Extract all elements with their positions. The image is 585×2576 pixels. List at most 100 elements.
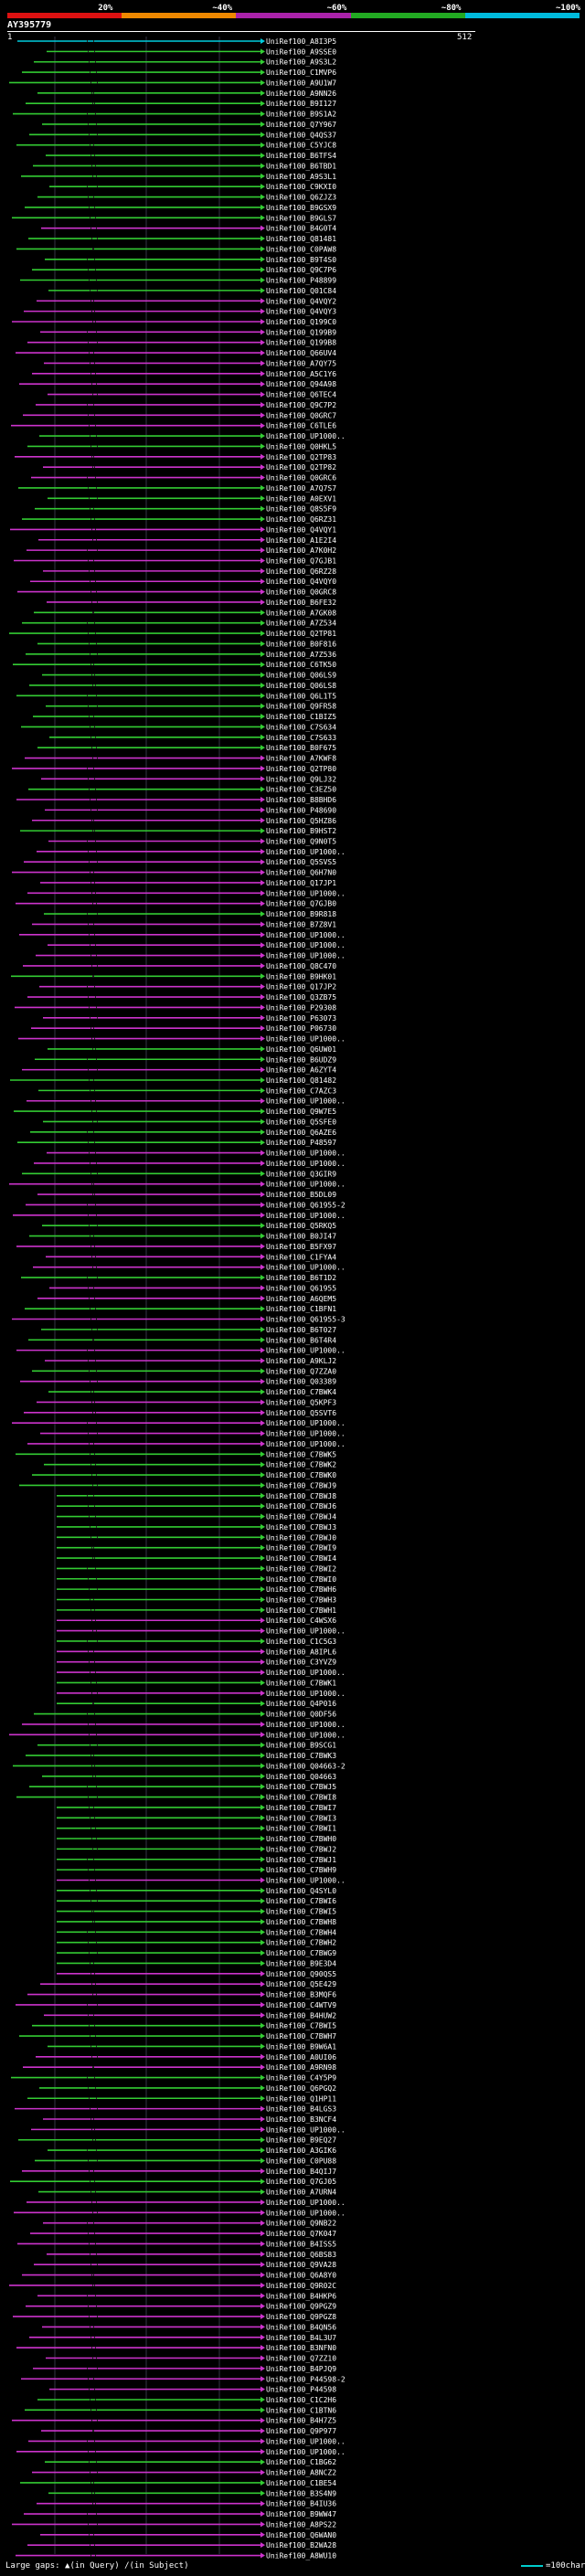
alignment-row[interactable]: UniRef100_Q5RKQ5 [42, 1222, 336, 1230]
alignment-row[interactable]: UniRef100_Q199B9 [40, 328, 336, 336]
alignment-row[interactable]: UniRef100_B6T1D2 [21, 1274, 336, 1282]
hit-label[interactable]: UniRef100_C7BWH3 [266, 1596, 336, 1605]
hit-label[interactable]: UniRef100_A9NN26 [266, 90, 336, 98]
hit-label[interactable]: UniRef100_B0JI47 [266, 1233, 336, 1241]
alignment-row[interactable]: UniRef100_UP1000.. [33, 1264, 346, 1272]
hit-label[interactable]: UniRef100_Q6UW01 [266, 1045, 336, 1054]
alignment-row[interactable]: UniRef100_B9GLS7 [12, 214, 336, 222]
alignment-row[interactable]: UniRef100_Q6UW01 [48, 1045, 336, 1054]
hit-label[interactable]: UniRef100_A9S3L2 [266, 58, 336, 67]
alignment-row[interactable]: UniRef100_B3NFN0 [16, 2344, 336, 2352]
hit-label[interactable]: UniRef100_UP1000.. [266, 2199, 346, 2207]
alignment-row[interactable]: UniRef100_B4LGS3 [15, 2105, 336, 2114]
hit-label[interactable]: UniRef100_C7BWK1 [266, 1679, 336, 1687]
hit-label[interactable]: UniRef100_Q6RZ28 [266, 567, 336, 576]
alignment-row[interactable]: UniRef100_C7BWH7 [19, 2032, 336, 2041]
alignment-row[interactable]: UniRef100_B9E3D4 [57, 1959, 336, 1967]
hit-label[interactable]: UniRef100_C7BWJ2 [266, 1845, 336, 1853]
hit-label[interactable]: UniRef100_B9HK01 [266, 972, 336, 981]
alignment-row[interactable]: UniRef100_Q3ZB75 [27, 993, 336, 1002]
hit-label[interactable]: UniRef100_A8WU10 [266, 2552, 336, 2560]
alignment-row[interactable]: UniRef100_B6FE32 [47, 599, 336, 607]
hit-label[interactable]: UniRef100_UP1000.. [266, 941, 346, 949]
hit-label[interactable]: UniRef100_Q9R02C [266, 2282, 336, 2290]
hit-label[interactable]: UniRef100_Q7GJB0 [266, 900, 336, 908]
alignment-row[interactable]: UniRef100_A7QY75 [44, 359, 336, 367]
alignment-row[interactable]: UniRef100_Q6H7N0 [12, 869, 336, 877]
hit-label[interactable]: UniRef100_B9WW47 [266, 2510, 336, 2518]
hit-label[interactable]: UniRef100_B3NFN0 [266, 2344, 336, 2352]
hit-label[interactable]: UniRef100_Q5SVT6 [266, 1409, 336, 1417]
alignment-row[interactable]: UniRef100_C1BE54 [20, 2479, 336, 2487]
hit-label[interactable]: UniRef100_Q9PGZ8 [266, 2313, 336, 2321]
alignment-row[interactable]: UniRef100_Q9W7E5 [14, 1108, 336, 1116]
alignment-row[interactable]: UniRef100_C4Y5P9 [11, 2074, 336, 2083]
hit-label[interactable]: UniRef100_C3YVZ9 [266, 1659, 336, 1667]
alignment-row[interactable]: UniRef100_Q4VQY2 [37, 297, 336, 305]
alignment-row[interactable]: UniRef100_C4WTV9 [16, 2001, 336, 2009]
hit-label[interactable]: UniRef100_Q5KPF3 [266, 1398, 336, 1406]
alignment-row[interactable]: UniRef100_Q61955-3 [12, 1316, 346, 1324]
hit-label[interactable]: UniRef100_Q66UV4 [266, 349, 336, 357]
hit-label[interactable]: UniRef100_C1MVP6 [266, 69, 336, 77]
alignment-row[interactable]: UniRef100_Q01C84 [48, 287, 336, 295]
hit-label[interactable]: UniRef100_UP1000.. [266, 1690, 346, 1698]
hit-label[interactable]: UniRef100_Q4SYL0 [266, 1887, 336, 1895]
hit-label[interactable]: UniRef100_Q9C7P2 [266, 401, 336, 409]
alignment-row[interactable]: UniRef100_Q90QS5 [57, 1970, 336, 1978]
hit-label[interactable]: UniRef100_A3GIK6 [266, 2147, 336, 2155]
hit-label[interactable]: UniRef100_Q7ZZA0 [266, 1367, 336, 1375]
alignment-row[interactable]: UniRef100_Q6A8Y0 [22, 2272, 336, 2280]
alignment-row[interactable]: UniRef100_C1MVP6 [22, 69, 336, 77]
alignment-row[interactable]: UniRef100_Q61955-2 [26, 1201, 346, 1209]
alignment-row[interactable]: UniRef100_UP1000.. [19, 931, 346, 939]
alignment-row[interactable]: UniRef100_B9WW47 [24, 2510, 336, 2518]
hit-label[interactable]: UniRef100_C7BWH7 [266, 2032, 336, 2041]
hit-label[interactable]: UniRef100_C4WTV9 [266, 2001, 336, 2009]
alignment-row[interactable]: UniRef100_A8PS22 [12, 2520, 336, 2528]
alignment-row[interactable]: UniRef100_Q6BS83 [47, 2251, 336, 2259]
hit-label[interactable]: UniRef100_Q9VA28 [266, 2261, 336, 2269]
hit-label[interactable]: UniRef100_Q6WAN0 [266, 2531, 336, 2539]
alignment-row[interactable]: UniRef100_C7BWH1 [57, 1606, 336, 1615]
hit-label[interactable]: UniRef100_Q5RKQ5 [266, 1222, 336, 1230]
alignment-row[interactable]: UniRef100_UP1000.. [39, 432, 346, 440]
alignment-row[interactable]: UniRef100_Q9R02C [9, 2282, 336, 2290]
alignment-row[interactable]: UniRef100_C7BWJ1 [57, 1856, 336, 1864]
hit-label[interactable]: UniRef100_Q06LS9 [266, 672, 336, 680]
hit-label[interactable]: UniRef100_C7BWI0 [266, 1575, 336, 1584]
hit-label[interactable]: UniRef100_C7BWK4 [266, 1388, 336, 1396]
alignment-row[interactable]: UniRef100_Q0HKL5 [27, 442, 336, 451]
hit-label[interactable]: UniRef100_B7Z8V1 [266, 920, 336, 928]
hit-label[interactable]: UniRef100_C7BWH2 [266, 1939, 336, 1947]
hit-label[interactable]: UniRef100_Q94A98 [266, 380, 336, 388]
hit-label[interactable]: UniRef100_Q5SVS5 [266, 858, 336, 866]
alignment-row[interactable]: UniRef100_C7BWI6 [57, 1897, 336, 1905]
alignment-row[interactable]: UniRef100_A0UI06 [36, 2053, 336, 2062]
alignment-row[interactable]: UniRef100_Q9P977 [41, 2427, 336, 2435]
alignment-row[interactable]: UniRef100_B3S4N9 [48, 2489, 336, 2497]
hit-label[interactable]: UniRef100_B4QIJ7 [266, 2168, 336, 2176]
alignment-row[interactable]: UniRef100_Q9LJ32 [41, 775, 336, 783]
hit-label[interactable]: UniRef100_C7BWI5 [266, 2022, 336, 2030]
hit-label[interactable]: UniRef100_Q199B8 [266, 339, 336, 347]
hit-label[interactable]: UniRef100_C7BWI9 [266, 1544, 336, 1553]
alignment-row[interactable]: UniRef100_Q0GRC8 [17, 588, 336, 597]
alignment-row[interactable]: UniRef100_A9U1W7 [9, 79, 336, 87]
alignment-row[interactable]: UniRef100_C7BWK4 [48, 1388, 336, 1396]
hit-label[interactable]: UniRef100_C7BWJ3 [266, 1523, 336, 1532]
hit-label[interactable]: UniRef100_Q17JP2 [266, 983, 336, 991]
alignment-row[interactable]: UniRef100_C7BWI9 [57, 1544, 336, 1553]
alignment-row[interactable]: UniRef100_B3MQF6 [27, 1991, 336, 1999]
alignment-row[interactable]: UniRef100_UP1000.. [27, 1097, 346, 1106]
hit-label[interactable]: UniRef100_A9U1W7 [266, 79, 336, 87]
hit-label[interactable]: UniRef100_Q9C7P6 [266, 266, 336, 274]
alignment-row[interactable]: UniRef100_P48597 [17, 1139, 336, 1147]
alignment-row[interactable]: UniRef100_B6T4R4 [28, 1336, 336, 1344]
alignment-row[interactable]: UniRef100_UP1000.. [9, 1181, 346, 1189]
hit-label[interactable]: UniRef100_P06730 [266, 1024, 336, 1033]
alignment-row[interactable]: UniRef100_B9HK01 [11, 972, 336, 981]
hit-label[interactable]: UniRef100_C7BWJ9 [266, 1481, 336, 1489]
alignment-row[interactable]: UniRef100_UP1000.. [22, 1721, 346, 1729]
alignment-row[interactable]: UniRef100_C7BWI0 [57, 1575, 336, 1584]
